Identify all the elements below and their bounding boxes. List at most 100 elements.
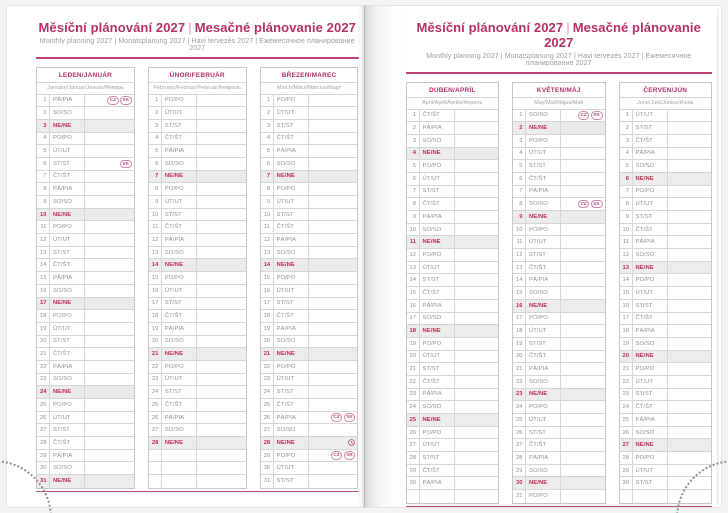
day-row: 10 ST/ST <box>148 208 246 222</box>
writing-space <box>309 272 358 284</box>
day-number: 13 <box>620 261 633 274</box>
day-number <box>620 490 633 503</box>
writing-space <box>85 374 134 386</box>
month-title: ÚNOR/FEBRUÁR <box>148 68 246 83</box>
day-number: 12 <box>37 234 50 246</box>
day-abbreviation: NE/NE <box>633 261 668 274</box>
day-row: 31 PO/PO <box>513 490 605 503</box>
day-row: 29 PÁ/PIA <box>37 449 134 463</box>
day-abbreviation: ÚT/UT <box>50 234 85 246</box>
day-row: 21 PO/PO <box>619 363 711 376</box>
writing-space <box>455 262 499 274</box>
day-number: 23 <box>407 388 420 401</box>
day-abbreviation: NE/NE <box>526 299 561 312</box>
writing-space <box>561 338 605 350</box>
day-number: 19 <box>149 322 162 335</box>
day-abbreviation: PO/PO <box>162 272 197 284</box>
day-abbreviation: PÁ/PIA <box>420 211 455 223</box>
writing-space <box>197 107 246 119</box>
day-abbreviation: ÚT/UT <box>162 284 197 297</box>
day-abbreviation: SO/SO <box>274 424 309 437</box>
day-number: 5 <box>149 145 162 157</box>
day-row-sunday: 3 NE/NE <box>37 119 134 133</box>
day-row-sunday: 7 NE/NE <box>148 170 246 184</box>
writing-space <box>668 160 712 172</box>
day-abbreviation: NE/NE <box>274 348 309 360</box>
writing-space <box>668 313 712 325</box>
day-abbreviation: ST/ST <box>50 424 85 437</box>
day-row: 20 SO/SO <box>260 335 358 349</box>
day-abbreviation: PO/PO <box>162 94 197 107</box>
writing-space <box>455 186 499 198</box>
day-row: 27 ST/ST <box>37 424 134 438</box>
day-number: 8 <box>261 183 274 195</box>
day-row: 27 SO/SO <box>148 424 246 438</box>
day-abbreviation: NE/NE <box>162 259 197 272</box>
day-abbreviation: SO/SO <box>633 160 668 172</box>
day-abbreviation: PÁ/PIA <box>526 363 561 375</box>
day-number: 28 <box>513 452 526 464</box>
title-slovak: Mesačné plánovanie 2027 <box>194 20 356 35</box>
day-abbreviation: PÁ/PIA <box>633 147 668 160</box>
writing-space <box>309 196 358 208</box>
month-column: LEDEN/JANUÁR January/Januar/Január/Январь… <box>36 67 135 489</box>
writing-space <box>197 221 246 233</box>
day-number: 31 <box>513 490 526 503</box>
day-number <box>149 449 162 462</box>
day-number: 13 <box>37 246 50 259</box>
day-abbreviation: ST/ST <box>50 157 85 170</box>
day-number: 2 <box>513 122 526 134</box>
day-abbreviation: PÁ/PIA <box>420 477 455 490</box>
day-number: 23 <box>620 388 633 401</box>
day-number: 21 <box>407 363 420 375</box>
day-number: 6 <box>620 172 633 185</box>
day-abbreviation <box>162 475 197 488</box>
day-number: 25 <box>261 399 274 411</box>
day-abbreviation: SO/SO <box>50 107 85 119</box>
day-number: 19 <box>261 322 274 335</box>
day-row: 11 ČT/ŠT <box>148 221 246 235</box>
day-row-sunday: 10 NE/NE <box>37 208 134 222</box>
day-number: 28 <box>261 437 274 449</box>
day-number: 24 <box>149 386 162 398</box>
day-row: 8 PO/PO <box>148 183 246 196</box>
day-row: 17 ST/ST <box>260 297 358 311</box>
day-abbreviation: ST/ST <box>274 475 309 488</box>
writing-space <box>455 363 499 375</box>
writing-space <box>455 224 499 236</box>
day-row: 29 PO/PO CZ SK <box>260 449 358 463</box>
day-abbreviation: SO/SO <box>50 196 85 208</box>
day-row-sunday: 24 NE/NE <box>37 386 134 399</box>
day-row: 24 ST/ST <box>148 386 246 399</box>
day-abbreviation: PO/PO <box>420 249 455 261</box>
writing-space <box>197 462 246 474</box>
day-abbreviation: ÚT/UT <box>50 322 85 335</box>
day-number: 6 <box>37 157 50 170</box>
writing-space: CZ SK <box>309 412 358 424</box>
writing-space <box>668 414 712 426</box>
day-number: 20 <box>261 335 274 348</box>
day-abbreviation: NE/NE <box>162 437 197 449</box>
writing-space <box>455 465 499 477</box>
day-abbreviation: ST/ST <box>526 337 561 350</box>
day-number: 11 <box>149 221 162 234</box>
day-number: 20 <box>620 350 633 363</box>
day-abbreviation: ST/ST <box>633 477 668 490</box>
day-number: 3 <box>513 134 526 147</box>
day-number: 18 <box>37 310 50 322</box>
day-number: 15 <box>37 272 50 284</box>
day-row: 6 SO/SO <box>148 157 246 171</box>
day-abbreviation: PO/PO <box>274 272 309 284</box>
day-row <box>620 490 712 503</box>
writing-space <box>668 427 712 439</box>
writing-space <box>561 325 605 337</box>
day-abbreviation: SO/SO <box>633 337 668 350</box>
day-row: 2 ST/ST <box>619 122 711 135</box>
day-number: 13 <box>513 261 526 274</box>
day-row-sunday: 27 NE/NE <box>619 439 711 453</box>
day-number: 2 <box>620 122 633 134</box>
day-row: 19 PÁ/PIA <box>260 322 358 336</box>
writing-space <box>197 145 246 157</box>
day-number: 22 <box>261 360 274 373</box>
day-row: 5 ST/ST <box>513 160 605 173</box>
